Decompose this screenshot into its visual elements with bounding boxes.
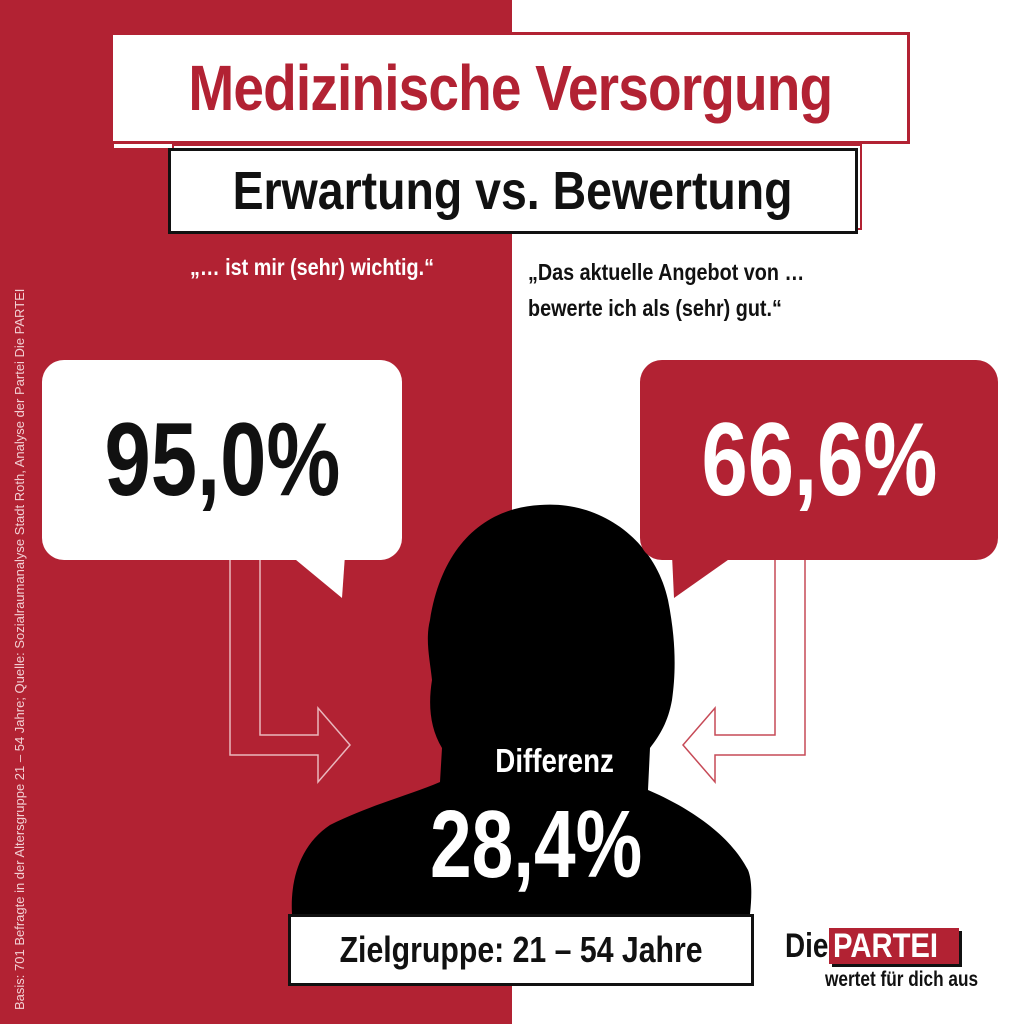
subtitle: Erwartung vs. Bewertung bbox=[233, 161, 793, 221]
arrow-left-icon bbox=[682, 554, 806, 785]
rating-quote-line-2: bewerte ich als (sehr) gut.“ bbox=[528, 295, 782, 321]
title-box bbox=[110, 32, 910, 144]
rating-quote: „Das aktuelle Angebot von … bewerte ich … bbox=[528, 254, 888, 326]
logo-partei-text: PARTEI bbox=[829, 928, 960, 964]
source-note: Basis: 701 Befragte in der Altersgruppe … bbox=[12, 288, 27, 1010]
rating-bubble: 66,6% bbox=[640, 360, 998, 560]
logo-tagline: wertet für dich aus bbox=[825, 968, 979, 991]
subtitle-box bbox=[168, 148, 858, 234]
target-group-box: Zielgruppe: 21 – 54 Jahre bbox=[288, 914, 754, 986]
logo-die-text: Die bbox=[785, 927, 829, 965]
expectation-bubble: 95,0% bbox=[42, 360, 402, 560]
expectation-quote: „… ist mir (sehr) wichtig.“ bbox=[190, 254, 434, 280]
party-logo: Die PARTEI wertet für dich aus bbox=[785, 926, 1000, 996]
difference-label: Differenz bbox=[495, 742, 615, 779]
rating-value: 66,6% bbox=[701, 401, 937, 518]
arrow-right-icon bbox=[229, 554, 351, 785]
expectation-value: 95,0% bbox=[104, 401, 340, 518]
page-title: Medizinische Versorgung bbox=[188, 52, 833, 124]
rating-quote-line-1: „Das aktuelle Angebot von … bbox=[528, 259, 805, 285]
difference-value: 28,4% bbox=[429, 791, 643, 898]
